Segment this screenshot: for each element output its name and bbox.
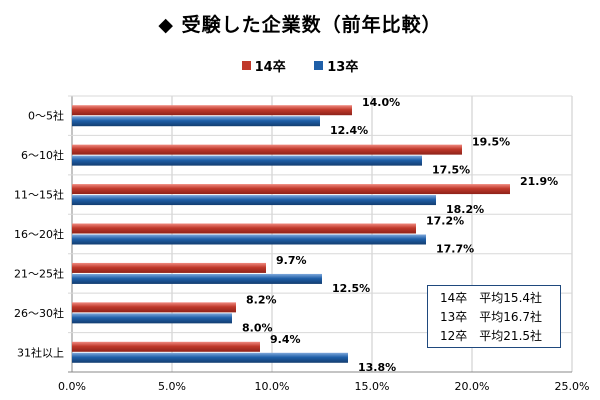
data-label-14-4: 9.7%: [276, 254, 307, 267]
bar-13-3: [72, 234, 426, 245]
bar-14-2: [72, 184, 510, 195]
legend: 14卒 13卒: [0, 56, 600, 75]
data-label-14-3: 17.2%: [426, 215, 464, 228]
y-tick-label-0: 0～5社: [28, 109, 64, 123]
y-tick-label-6: 31社以上: [17, 345, 64, 359]
data-label-13-2: 18.2%: [446, 203, 484, 216]
bar-13-6: [72, 352, 348, 363]
legend-swatch-13: [314, 61, 324, 70]
chart-title: ◆ 受験した企業数（前年比較）: [158, 14, 442, 36]
average-row-12: 12卒 平均21.5社: [440, 329, 543, 343]
data-label-13-1: 17.5%: [432, 164, 470, 177]
bar-13-1: [72, 155, 422, 166]
data-label-13-5: 8.0%: [242, 321, 273, 334]
data-label-14-1: 19.5%: [472, 136, 510, 149]
y-tick-label-3: 16～20社: [14, 227, 64, 241]
data-label-14-2: 21.9%: [520, 175, 558, 188]
bar-14-3: [72, 223, 416, 234]
x-tick-label-5: 25.0%: [555, 380, 590, 393]
average-box: 14卒 平均15.4社 13卒 平均16.7社 12卒 平均21.5社: [427, 285, 561, 348]
data-label-13-6: 13.8%: [358, 361, 396, 374]
data-label-13-0: 12.4%: [330, 124, 368, 137]
bar-14-4: [72, 262, 266, 273]
data-label-14-6: 9.4%: [270, 333, 301, 346]
y-tick-label-2: 11～15社: [14, 188, 64, 202]
average-row-13: 13卒 平均16.7社: [440, 310, 543, 324]
bar-14-6: [72, 341, 260, 352]
legend-item-13: 13卒: [314, 56, 358, 75]
data-label-14-5: 8.2%: [246, 293, 277, 306]
bar-13-5: [72, 313, 232, 324]
y-tick-label-4: 21～25社: [14, 266, 64, 280]
y-tick-label-1: 6～10社: [21, 148, 64, 162]
bar-13-2: [72, 195, 436, 206]
bar-14-0: [72, 105, 352, 116]
data-label-13-3: 17.7%: [436, 243, 474, 256]
data-label-13-4: 12.5%: [332, 282, 370, 295]
legend-label-13: 13卒: [327, 60, 359, 75]
x-tick-label-2: 10.0%: [255, 380, 290, 393]
data-label-14-0: 14.0%: [362, 96, 400, 109]
x-tick-label-0: 0.0%: [58, 380, 86, 393]
x-tick-label-3: 15.0%: [355, 380, 390, 393]
bar-13-0: [72, 116, 320, 127]
x-tick-label-1: 5.0%: [158, 380, 186, 393]
bar-13-4: [72, 273, 322, 284]
legend-label-14: 14卒: [254, 60, 286, 75]
bar-14-5: [72, 302, 236, 313]
legend-swatch-14: [241, 61, 251, 70]
average-row-14: 14卒 平均15.4社: [440, 291, 543, 305]
x-tick-label-4: 20.0%: [455, 380, 490, 393]
bar-14-1: [72, 144, 462, 155]
y-tick-label-5: 26～30社: [14, 306, 64, 320]
legend-item-14: 14卒: [241, 56, 286, 75]
